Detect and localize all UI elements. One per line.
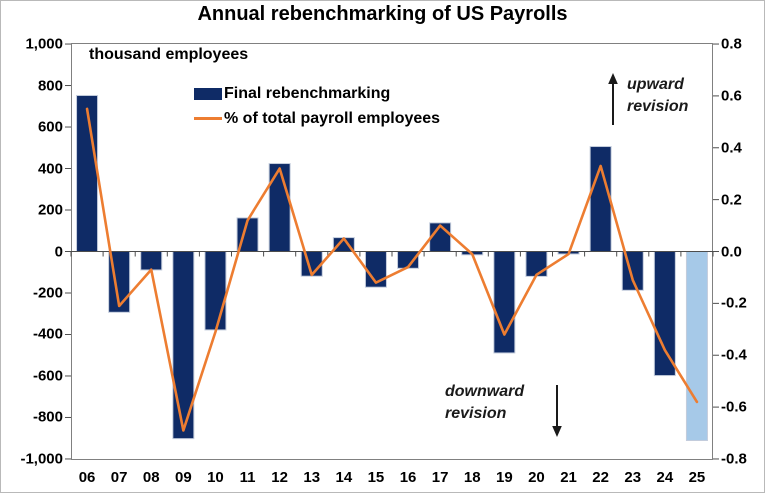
legend-label: % of total payroll employees bbox=[224, 109, 441, 127]
left-axis-tick-label: -600 bbox=[32, 367, 63, 385]
bar-06 bbox=[76, 94, 99, 253]
upward-revision-annotation: upward revision bbox=[627, 76, 689, 115]
right-axis-tick-label: -0.6 bbox=[721, 398, 747, 416]
x-axis-year-label: 22 bbox=[592, 469, 609, 486]
x-axis-year-label: 06 bbox=[78, 469, 96, 486]
line-series-swatch bbox=[194, 117, 222, 120]
bar-12 bbox=[268, 163, 291, 252]
plot-svg bbox=[65, 43, 719, 460]
left-axis-tick-label: -800 bbox=[32, 408, 63, 426]
left-axis-tick-label: -1,000 bbox=[20, 450, 63, 468]
x-axis-year-label: 19 bbox=[496, 469, 513, 486]
left-axis-tick-label: 1,000 bbox=[25, 35, 63, 53]
left-axis-tick-label: 400 bbox=[37, 160, 63, 177]
left-axis-tick-label: 200 bbox=[37, 201, 63, 219]
right-axis-tick-label: -0.4 bbox=[721, 346, 747, 364]
x-axis-year-label: 09 bbox=[175, 469, 192, 486]
x-axis-year-label: 16 bbox=[399, 469, 417, 486]
right-axis-tick-label: 0.0 bbox=[721, 243, 742, 260]
percent-line bbox=[85, 107, 699, 432]
x-axis-year-label: 08 bbox=[142, 469, 160, 486]
x-axis-year-label: 20 bbox=[528, 469, 545, 486]
legend-item-percent-line: % of total payroll employees bbox=[194, 106, 440, 131]
left-axis-tick-label: -400 bbox=[32, 325, 63, 343]
chart-legend: Final rebenchmarking % of total payroll … bbox=[194, 81, 440, 131]
x-axis-year-label: 10 bbox=[207, 469, 224, 486]
upward-arrow-icon bbox=[608, 73, 618, 125]
left-axis-tick-label: 600 bbox=[37, 118, 63, 136]
bar-25 bbox=[685, 251, 708, 441]
left-axis-tick-label: -200 bbox=[32, 284, 63, 302]
chart-title: Annual rebenchmarking of US Payrolls bbox=[197, 3, 568, 25]
left-axis-tick-label: 0 bbox=[54, 243, 63, 260]
bar-24 bbox=[653, 251, 676, 377]
x-axis-year-label: 23 bbox=[624, 469, 642, 486]
x-axis-year-label: 18 bbox=[463, 469, 481, 486]
right-axis-tick-label: -0.2 bbox=[721, 294, 747, 312]
plot-area bbox=[65, 43, 719, 460]
downward-revision-annotation: downward revision bbox=[445, 383, 525, 422]
x-axis-year-label: 07 bbox=[110, 469, 128, 486]
left-axis-units-label: thousand employees bbox=[89, 46, 249, 63]
x-axis-year-label: 13 bbox=[303, 469, 321, 486]
bar-20 bbox=[525, 251, 548, 277]
legend-item-final-rebenchmarking: Final rebenchmarking bbox=[194, 81, 440, 106]
bar-22 bbox=[589, 146, 612, 252]
right-axis-tick-label: 0.8 bbox=[721, 35, 742, 53]
bar-19 bbox=[493, 251, 516, 354]
x-axis-year-label: 14 bbox=[335, 469, 353, 486]
right-axis-tick-label: -0.8 bbox=[721, 450, 747, 468]
x-axis-year-label: 11 bbox=[239, 469, 256, 486]
downward-arrow-icon bbox=[552, 385, 562, 437]
right-axis-tick-label: 0.6 bbox=[721, 87, 742, 105]
bar-series-swatch bbox=[194, 87, 222, 100]
x-axis-year-label: 21 bbox=[560, 469, 577, 486]
bar-10 bbox=[204, 251, 227, 331]
x-axis-year-label: 24 bbox=[656, 469, 674, 486]
x-axis-year-label: 15 bbox=[367, 469, 385, 486]
right-axis-tick-label: 0.4 bbox=[721, 139, 742, 157]
x-axis-year-label: 12 bbox=[271, 469, 288, 486]
legend-label: Final rebenchmarking bbox=[224, 84, 391, 102]
bar-08 bbox=[140, 251, 163, 271]
x-axis-year-label: 17 bbox=[431, 469, 449, 486]
right-axis-tick-label: 0.2 bbox=[721, 191, 742, 209]
x-axis-year-label: 25 bbox=[688, 469, 706, 486]
left-axis-tick-label: 800 bbox=[37, 77, 63, 95]
